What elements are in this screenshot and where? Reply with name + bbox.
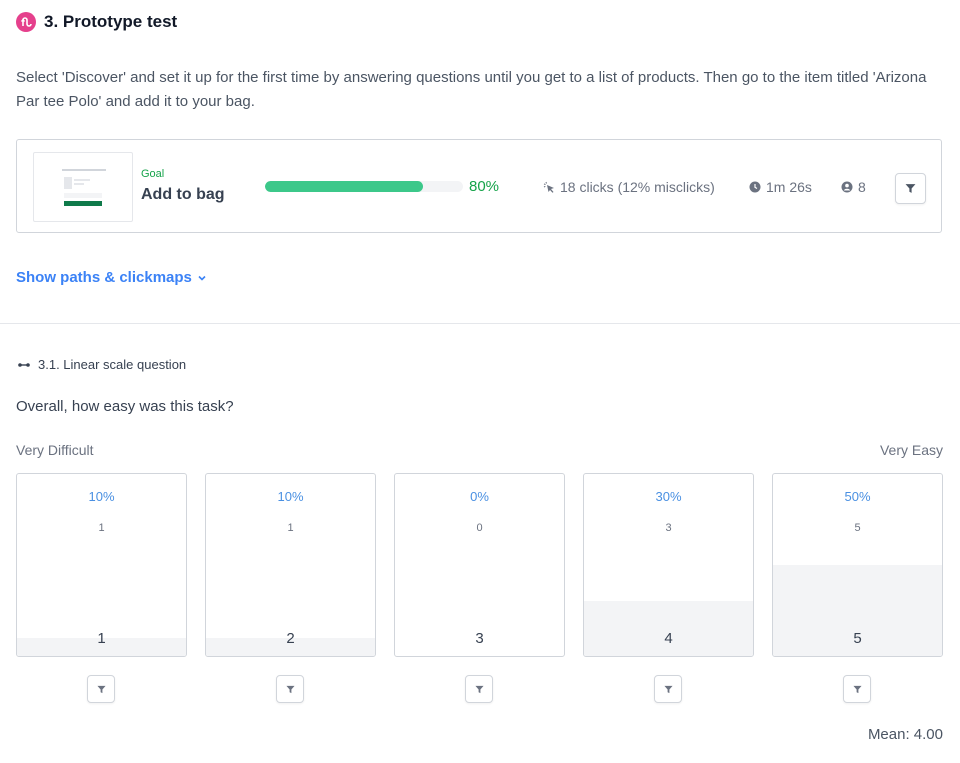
scale-option-percent: 50% bbox=[844, 489, 871, 504]
scale-option-count: 3 bbox=[665, 522, 672, 534]
filter-icon bbox=[96, 685, 106, 693]
show-paths-link[interactable]: Show paths & clickmaps bbox=[16, 269, 207, 286]
filter-icon bbox=[852, 685, 862, 693]
goal-label: Goal bbox=[141, 168, 165, 180]
participants-stat: 8 bbox=[841, 179, 866, 195]
goal-card: Goal Add to bag 80% 18 clicks (12% miscl… bbox=[16, 139, 942, 233]
scale-option-percent: 30% bbox=[655, 489, 682, 504]
scale-option-label: 4 bbox=[664, 630, 673, 647]
scale-option-filter-button[interactable] bbox=[843, 675, 871, 703]
scale-option-percent: 0% bbox=[470, 489, 489, 504]
question-number-label: 3.1. Linear scale question bbox=[38, 357, 187, 372]
prototype-icon bbox=[16, 12, 36, 32]
participants-text: 8 bbox=[858, 179, 866, 195]
scale-option-count: 5 bbox=[854, 522, 861, 534]
success-progress-fill bbox=[265, 181, 424, 192]
show-paths-label: Show paths & clickmaps bbox=[16, 269, 192, 286]
scale-option-filter-button[interactable] bbox=[654, 675, 682, 703]
scale-max-label: Very Easy bbox=[879, 442, 943, 458]
scale-option-filter-button[interactable] bbox=[87, 675, 115, 703]
cursor-click-icon bbox=[543, 181, 554, 193]
scale-option-label: 5 bbox=[853, 630, 862, 647]
scale-option-percent: 10% bbox=[88, 489, 115, 504]
section-title: 3. Prototype test bbox=[44, 12, 178, 31]
scale-min-label: Very Difficult bbox=[16, 442, 94, 458]
goal-name: Add to bag bbox=[141, 186, 225, 203]
scale-option-5: 50% 5 5 bbox=[772, 473, 943, 657]
scale-option-label: 1 bbox=[97, 630, 106, 647]
scale-bar-fill bbox=[584, 601, 753, 656]
scale-option-filter-button[interactable] bbox=[276, 675, 304, 703]
chevron-down-icon bbox=[198, 275, 206, 281]
scale-bar-fill bbox=[773, 565, 942, 656]
scale-option-filter-button[interactable] bbox=[465, 675, 493, 703]
linear-scale-icon bbox=[18, 362, 30, 367]
time-text: 1m 26s bbox=[766, 179, 812, 195]
scale-option-1: 10% 1 1 bbox=[16, 473, 187, 657]
success-rate: 80% bbox=[469, 178, 500, 195]
scale-option-4: 30% 3 4 bbox=[583, 473, 754, 657]
question-text: Overall, how easy was this task? bbox=[16, 398, 234, 415]
user-icon bbox=[841, 181, 853, 193]
time-stat: 1m 26s bbox=[749, 179, 812, 195]
scale-bar-fill bbox=[206, 638, 375, 656]
scale-bar-fill bbox=[17, 638, 186, 656]
question-header: 3.1. Linear scale question bbox=[18, 357, 186, 372]
scale-option-3: 0% 0 3 bbox=[394, 473, 565, 657]
prototype-thumbnail[interactable] bbox=[33, 152, 133, 222]
goal-filter-button[interactable] bbox=[895, 173, 926, 204]
success-progress-bar bbox=[265, 181, 463, 192]
task-instructions: Select 'Discover' and set it up for the … bbox=[16, 69, 927, 110]
clock-icon bbox=[749, 181, 761, 193]
section-divider bbox=[0, 323, 960, 324]
scale-option-label: 3 bbox=[475, 630, 484, 647]
filter-icon bbox=[285, 685, 295, 693]
scale-option-label: 2 bbox=[286, 630, 295, 647]
scale-option-percent: 10% bbox=[277, 489, 304, 504]
scale-option-count: 0 bbox=[476, 522, 483, 534]
scale-option-count: 1 bbox=[98, 522, 105, 534]
filter-icon bbox=[663, 685, 673, 693]
section-header: 3. Prototype test bbox=[16, 12, 177, 32]
filter-icon bbox=[905, 184, 916, 193]
scale-option-2: 10% 1 2 bbox=[205, 473, 376, 657]
filter-icon bbox=[474, 685, 484, 693]
mean-score: Mean: 4.00 bbox=[867, 726, 943, 743]
clicks-text: 18 clicks (12% misclicks) bbox=[560, 179, 715, 195]
clicks-stat: 18 clicks (12% misclicks) bbox=[543, 179, 715, 195]
scale-option-count: 1 bbox=[287, 522, 294, 534]
